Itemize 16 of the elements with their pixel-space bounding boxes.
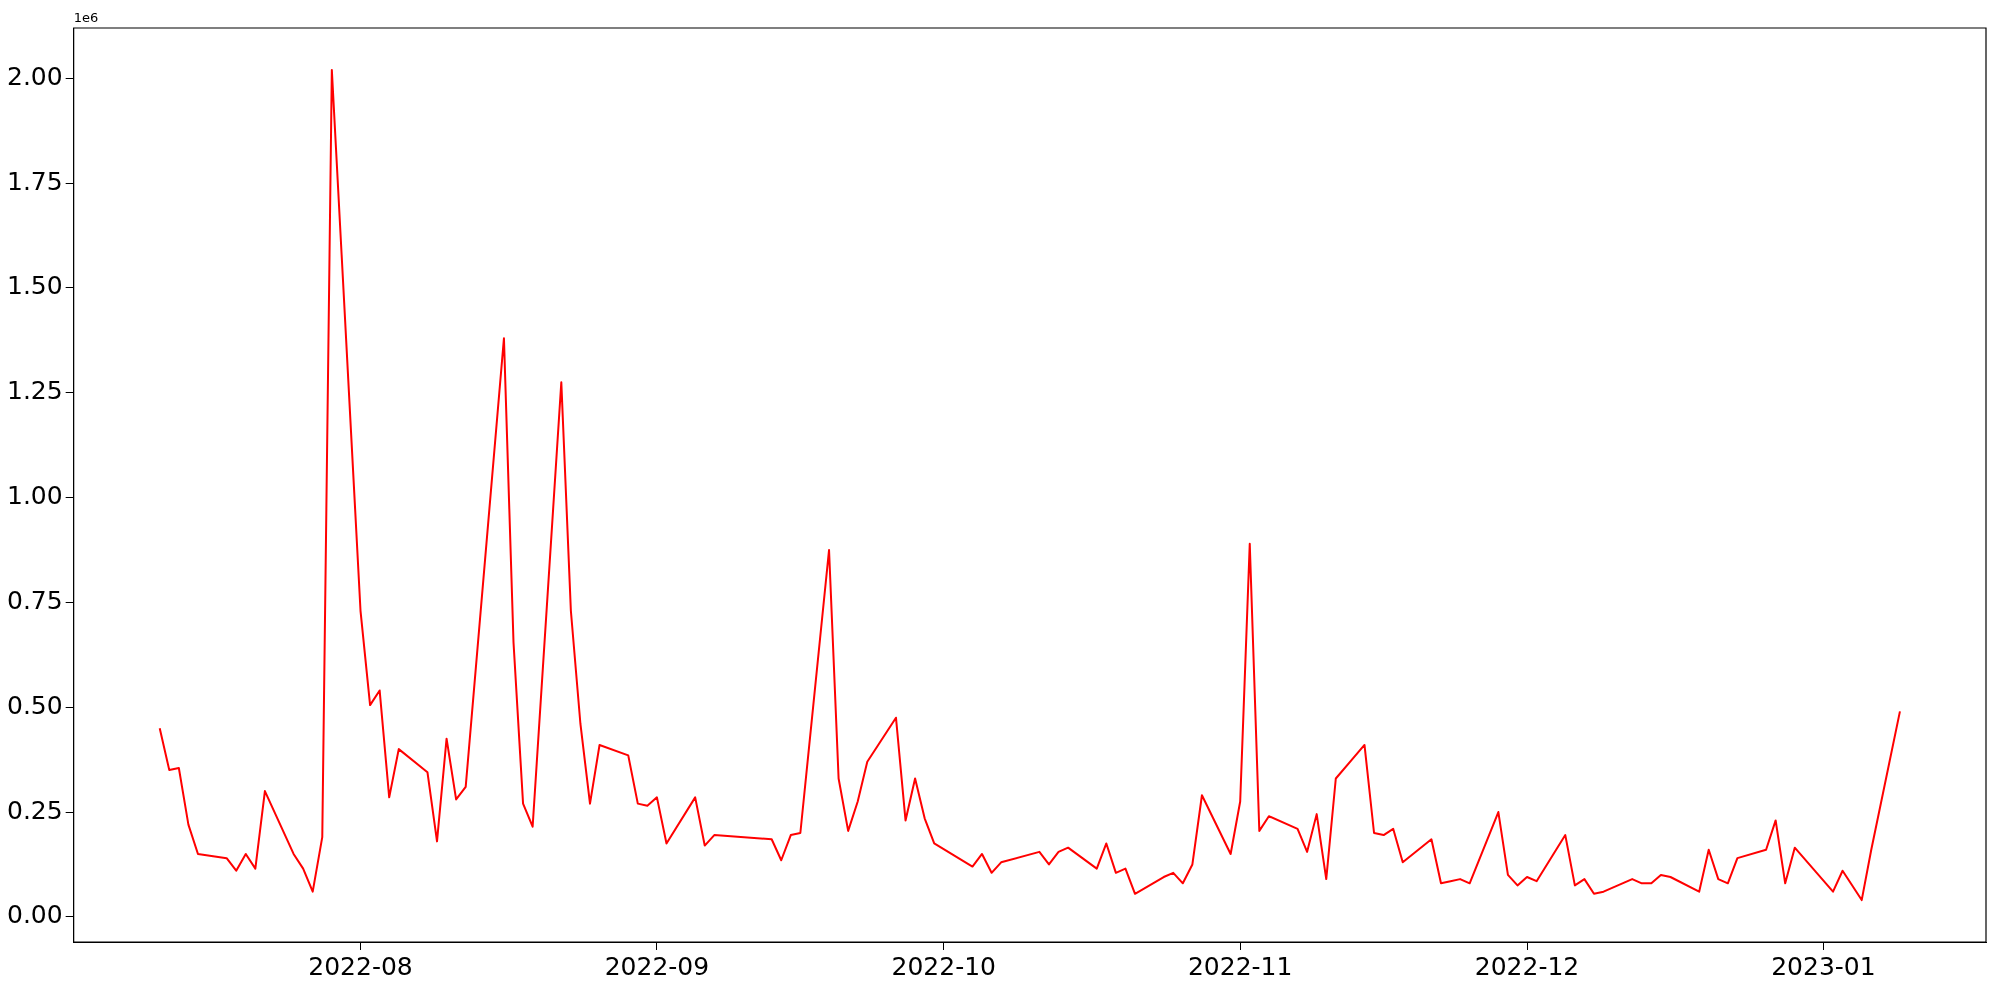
x-tick-label: 2022-09 bbox=[604, 951, 710, 981]
y-tick-label: 1.25 bbox=[6, 376, 63, 406]
y-tick-label: 1.75 bbox=[6, 166, 63, 196]
y-tick-label: 1.00 bbox=[6, 481, 63, 511]
y-tick-label: 0.25 bbox=[6, 795, 63, 825]
x-tick-label: 2022-12 bbox=[1474, 951, 1580, 981]
y-tick-label: 0.75 bbox=[6, 585, 63, 615]
x-tick-label: 2022-08 bbox=[308, 951, 413, 981]
y-tick-label: 0.00 bbox=[6, 900, 63, 930]
text: 1e6 bbox=[73, 9, 99, 25]
y-tick-label: 2.00 bbox=[6, 61, 63, 91]
y-tick-label: 1.50 bbox=[6, 271, 63, 301]
x-tick-label: 2022-10 bbox=[891, 951, 997, 981]
y-tick-label: 0.50 bbox=[6, 690, 63, 720]
x-tick-label: 2022-11 bbox=[1187, 951, 1293, 981]
x-tick-label: 2023-01 bbox=[1771, 951, 1876, 981]
